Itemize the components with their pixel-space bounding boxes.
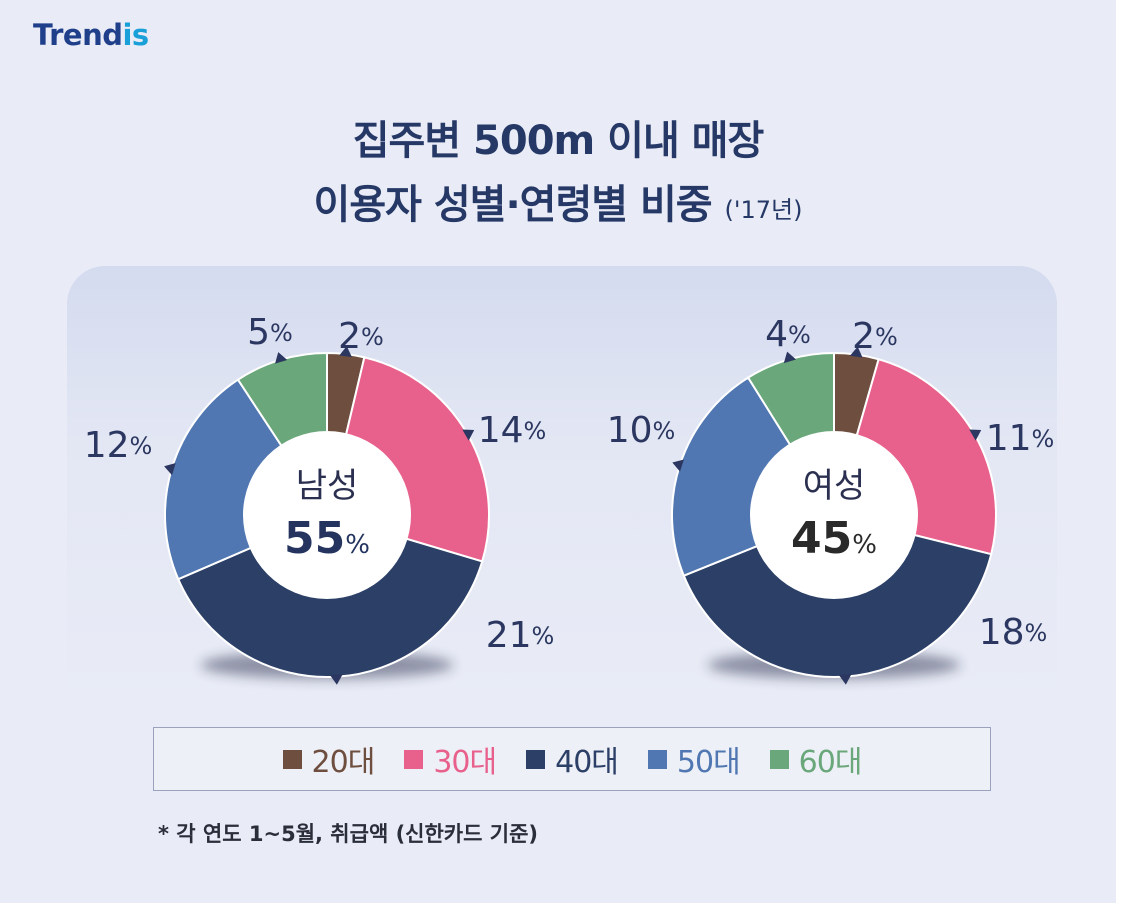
slice-label-50대: 10% [607, 410, 676, 451]
center-value: 45% [791, 513, 877, 564]
donut-hole [750, 431, 918, 599]
legend-label: 50대 [676, 745, 741, 780]
title-line-2: 이용자 성별·연령별 비중 ('17년) [0, 172, 1116, 230]
slice-label-60대: 5% [247, 312, 293, 353]
slice-pointer [329, 674, 343, 685]
center-label: 여성 [803, 466, 866, 506]
slice-pointer [849, 346, 863, 358]
slice-pointer [164, 463, 176, 476]
legend-label: 40대 [555, 745, 619, 780]
slice-label-20대: 2% [852, 316, 898, 357]
legend-swatch [404, 749, 424, 769]
legend-swatch [647, 749, 667, 769]
donut-charts: 남성 55% 2% 14% 21% 12% 5% 여성 45% 2% 11% 18% 10% 4% [84, 312, 1055, 685]
legend-item-30대: 30대 [404, 737, 497, 781]
center-label: 남성 [296, 466, 359, 506]
legend-swatch [282, 749, 302, 769]
donut-hole [243, 431, 411, 599]
title-year: ('17년) [724, 196, 803, 224]
legend-swatch [769, 749, 789, 769]
legend-item-60대: 60대 [769, 737, 863, 781]
slice-label-30대: 11% [986, 418, 1055, 459]
slice-label-20대: 2% [338, 316, 384, 357]
legend-item-50대: 50대 [647, 737, 741, 781]
slice-label-60대: 4% [765, 314, 811, 355]
title-line-2-text: 이용자 성별·연령별 비중 [313, 182, 713, 228]
legend: 20대 30대 40대 50대 60대 [153, 727, 991, 791]
donut-chart-1: 남성 55% 2% 14% 21% 12% 5% [84, 312, 555, 685]
slice-label-40대: 18% [979, 612, 1048, 653]
footnote: * 각 연도 1~5월, 취급액 (신한카드 기준) [158, 822, 538, 846]
slice-label-40대: 21% [486, 615, 555, 656]
trendis-logo: Trendis [33, 18, 149, 52]
slice-pointer [969, 429, 982, 441]
slice-pointer [462, 429, 475, 441]
legend-item-40대: 40대 [526, 737, 619, 781]
legend-swatch [526, 749, 546, 769]
legend-label: 20대 [311, 745, 376, 780]
slice-label-50대: 12% [84, 425, 153, 466]
center-value: 55% [284, 513, 370, 564]
slice-pointer [275, 352, 288, 364]
slice-label-30대: 14% [478, 410, 547, 451]
slice-pointer [783, 351, 797, 364]
legend-label: 60대 [798, 745, 863, 780]
donut-chart-2: 여성 45% 2% 11% 18% 10% 4% [607, 314, 1055, 685]
legend-label: 30대 [433, 745, 497, 780]
slice-pointer [672, 459, 684, 472]
legend-item-20대: 20대 [282, 737, 376, 781]
slice-pointer [339, 346, 352, 357]
title-line-1: 집주변 500m 이내 매장 [352, 118, 765, 164]
slice-pointer [838, 674, 852, 685]
